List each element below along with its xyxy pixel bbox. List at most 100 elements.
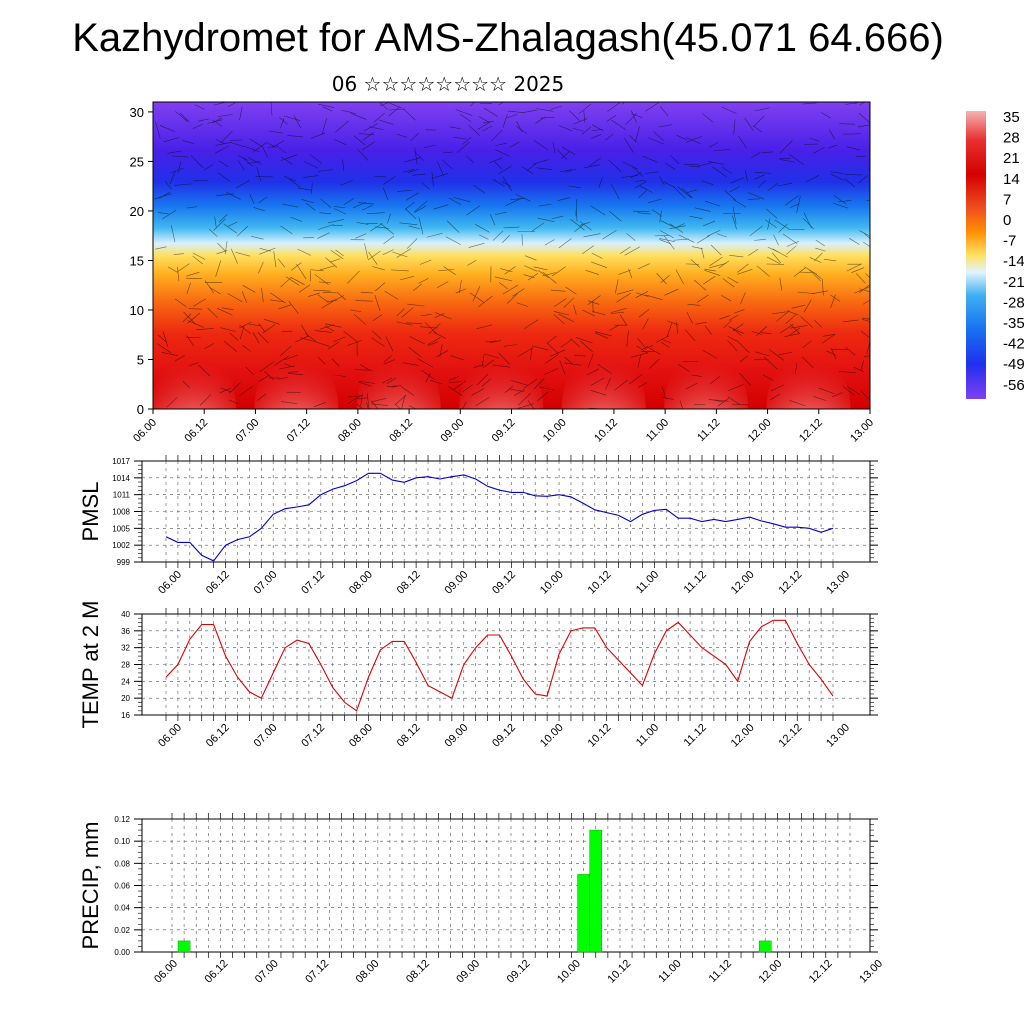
wind-vector <box>806 175 820 182</box>
wind-vector <box>314 274 329 285</box>
wind-vector <box>842 319 859 323</box>
wind-vector <box>707 161 725 165</box>
wind-vector <box>802 102 817 105</box>
wind-vector <box>304 161 319 169</box>
wind-vector <box>661 386 667 400</box>
wind-vector <box>863 241 870 248</box>
wind-vector <box>677 186 692 199</box>
wind-vector <box>685 329 696 342</box>
wind-vector <box>702 350 718 359</box>
wind-vector <box>357 397 368 400</box>
y-tick-label: 20 <box>121 694 130 703</box>
wind-vector <box>801 356 814 369</box>
wind-vector <box>509 388 525 392</box>
wind-vector <box>789 400 806 407</box>
wind-vector <box>502 234 511 243</box>
wind-vector <box>537 217 555 222</box>
wind-vector <box>207 119 223 124</box>
wind-vector <box>656 273 667 285</box>
wind-vector <box>510 198 526 200</box>
wind-vector <box>235 252 251 257</box>
wind-vector <box>492 364 510 368</box>
wind-vector <box>383 235 395 245</box>
x-tick-label: 10.12 <box>605 958 633 986</box>
x-tick-label: 11.00 <box>634 569 661 596</box>
wind-vector <box>614 379 628 391</box>
wind-vector <box>186 271 200 277</box>
wind-vector <box>563 297 575 308</box>
wind-vector <box>238 155 248 161</box>
wind-vector <box>259 361 275 372</box>
wind-vector <box>607 102 622 112</box>
wind-vector <box>360 291 374 294</box>
wind-vector <box>676 321 678 334</box>
wind-vector <box>247 161 261 164</box>
wind-vector <box>280 156 293 165</box>
wind-vector <box>342 159 345 171</box>
wind-vector <box>637 263 650 270</box>
wind-vector <box>558 238 572 249</box>
x-tick-label: 12.12 <box>776 569 804 597</box>
x-tick-label: 11.12 <box>682 569 709 596</box>
wind-vector <box>696 235 710 244</box>
wind-vector <box>822 333 836 344</box>
wind-vector <box>228 221 238 227</box>
wind-vector <box>685 136 702 143</box>
wind-vector <box>598 177 603 188</box>
wind-vector <box>406 238 418 250</box>
wind-vector <box>347 394 362 405</box>
wind-vector <box>753 115 765 128</box>
wind-vector <box>448 197 462 206</box>
wind-vector <box>262 147 268 158</box>
wind-vector <box>860 360 864 372</box>
wind-vector <box>538 203 552 207</box>
y-tick-label: 0 <box>137 402 144 417</box>
wind-vector <box>744 117 754 132</box>
wind-vector <box>502 176 513 192</box>
wind-vector <box>394 395 407 406</box>
wind-vector <box>192 255 203 265</box>
wind-vector <box>769 349 784 361</box>
warm-surface-blob <box>561 349 646 409</box>
wind-vector <box>660 275 670 284</box>
wind-vector <box>349 309 362 313</box>
wind-vector <box>778 223 788 233</box>
wind-vector <box>409 336 425 345</box>
wind-vector <box>859 284 870 293</box>
x-tick-label: 06.12 <box>204 722 232 750</box>
wind-vector <box>583 110 586 123</box>
precip-panel: 0.00 0.02 0.04 0.06 0.08 0.10 0.12 06.00 06.12 07… <box>78 813 885 986</box>
wind-vector <box>305 333 316 342</box>
wind-vector <box>383 176 396 185</box>
wind-vector <box>745 169 748 182</box>
wind-vector <box>186 206 197 209</box>
y-tick-label: 30 <box>130 105 144 120</box>
wind-vector <box>518 392 531 406</box>
wind-vector <box>660 338 672 344</box>
wind-vector <box>317 356 326 365</box>
wind-vector <box>740 292 746 305</box>
y-axis-label: TEMP at 2 M <box>78 601 103 729</box>
wind-vector <box>779 158 796 163</box>
wind-vector <box>258 323 265 332</box>
wind-vector <box>669 223 684 233</box>
wind-vector <box>691 374 702 377</box>
wind-vector <box>405 208 417 220</box>
wind-vector <box>583 233 601 238</box>
wind-vector <box>368 251 378 265</box>
wind-vector <box>301 199 315 204</box>
y-tick-label: 25 <box>130 154 144 169</box>
wind-vector <box>523 274 535 278</box>
wind-vector <box>407 168 419 173</box>
wind-vector <box>694 207 711 212</box>
wind-vector <box>631 352 649 358</box>
wind-vector <box>401 307 414 318</box>
wind-vector <box>230 248 238 264</box>
x-tick-label: 12.00 <box>729 569 757 597</box>
colorbar-label: -21 <box>1003 274 1024 291</box>
wind-vector <box>510 379 528 386</box>
wind-vector <box>216 307 233 316</box>
wind-vector <box>556 149 568 160</box>
panel-frame <box>141 460 871 563</box>
x-tick-label: 06.12 <box>204 569 232 597</box>
